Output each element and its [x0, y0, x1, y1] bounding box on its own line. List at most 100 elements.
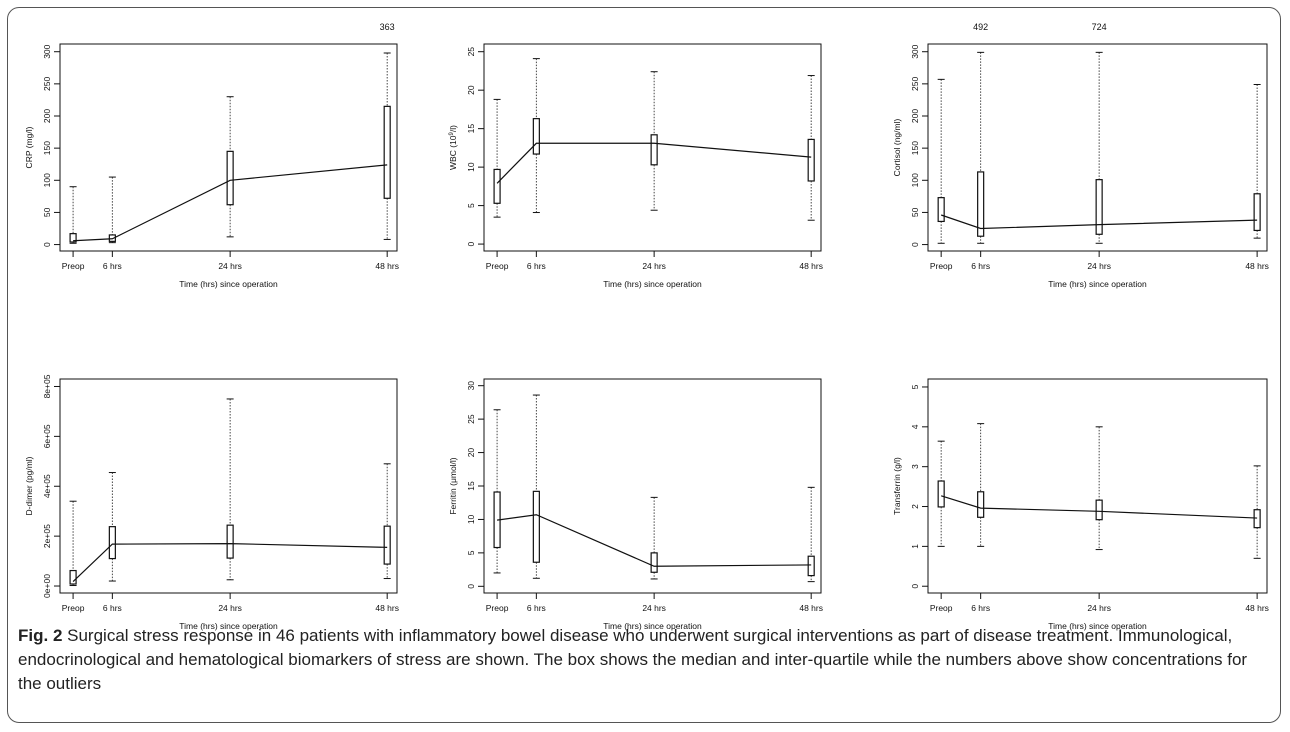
x-tick-label: Preop — [930, 603, 953, 613]
y-tick-label: 5 — [466, 203, 476, 208]
iqr-box — [977, 171, 985, 237]
y-tick-label: 30 — [466, 381, 476, 391]
iqr-box — [807, 138, 815, 182]
y-tick-label: 20 — [466, 85, 476, 95]
y-tick-label: 250 — [910, 76, 920, 90]
y-tick-label: 250 — [42, 76, 52, 90]
x-tick-label: 48 hrs — [1245, 261, 1269, 271]
iqr-box — [532, 118, 540, 155]
iqr-box — [226, 524, 234, 559]
y-tick-label: 4 — [910, 424, 920, 429]
iqr-box — [1095, 499, 1103, 521]
x-tick-label: 6 hrs — [103, 261, 122, 271]
y-axis-title: CRP (mg/l) — [24, 126, 34, 168]
y-tick-label: 0 — [466, 584, 476, 589]
x-tick-label: 24 hrs — [218, 261, 242, 271]
iqr-box — [650, 552, 658, 573]
y-tick-label: 4e+05 — [42, 474, 52, 498]
caption-label: Fig. 2 — [18, 626, 63, 645]
y-tick-label: 1 — [910, 544, 920, 549]
y-tick-label: 15 — [466, 481, 476, 491]
x-tick-label: Preop — [486, 261, 509, 271]
outlier-label: 492 — [973, 22, 988, 32]
x-tick-label: Preop — [486, 603, 509, 613]
iqr-box — [532, 490, 540, 563]
iqr-box — [937, 197, 945, 223]
y-tick-label: 200 — [910, 109, 920, 123]
panel-5: 0 5 10 15 20 25 30 Preop 6 hrs 24 hrs 48 hrs Time (… — [448, 378, 823, 631]
x-tick-label: 48 hrs — [799, 603, 823, 613]
y-tick-label: 3 — [910, 464, 920, 469]
y-tick-label: 0 — [910, 584, 920, 589]
y-tick-label: 300 — [910, 44, 920, 58]
x-axis-title: Time (hrs) since operation — [603, 279, 702, 289]
y-tick-label: 0e+00 — [42, 574, 52, 598]
x-axis-title: Time (hrs) since operation — [1048, 621, 1147, 631]
x-axis-title: Time (hrs) since operation — [179, 279, 278, 289]
figure-caption: Fig. 2 Surgical stress response in 46 pa… — [18, 624, 1273, 696]
x-tick-label: Preop — [930, 261, 953, 271]
x-tick-label: 24 hrs — [1087, 603, 1111, 613]
y-tick-label: 25 — [466, 414, 476, 424]
x-tick-label: 6 hrs — [971, 603, 990, 613]
x-axis-title: Time (hrs) since operation — [179, 621, 278, 631]
iqr-box — [937, 480, 945, 508]
y-tick-label: 2 — [910, 504, 920, 509]
x-tick-label: 6 hrs — [971, 261, 990, 271]
y-tick-label: 2e+05 — [42, 524, 52, 548]
median-line — [73, 164, 388, 242]
iqr-box — [226, 150, 234, 206]
median-line — [496, 142, 812, 184]
median-line — [72, 543, 388, 582]
x-tick-label: 24 hrs — [642, 261, 666, 271]
iqr-box — [650, 134, 658, 166]
y-axis-title: Ferritin (μmol/l) — [448, 457, 458, 514]
caption-text: Surgical stress response in 46 patients … — [18, 626, 1248, 693]
y-tick-label: 6e+05 — [42, 424, 52, 448]
iqr-box — [493, 168, 501, 204]
y-axis-title: D-dimer (pg/ml) — [24, 456, 34, 515]
plot-frame — [927, 378, 1268, 594]
y-tick-label: 100 — [910, 173, 920, 187]
panel-6: 0 1 2 3 4 5 Preop 6 hrs 24 hrs 48 hrs Time (hrs) s… — [892, 378, 1269, 631]
iqr-box — [807, 555, 815, 577]
figure-frame — [7, 7, 1281, 723]
y-axis-title: Cortisol (ng/ml) — [892, 119, 902, 177]
y-tick-label: 10 — [466, 514, 476, 524]
y-tick-label: 10 — [466, 162, 476, 172]
y-tick-label: 300 — [42, 44, 52, 58]
y-axis-title-superscript: 9 — [449, 131, 455, 135]
iqr-box — [1253, 509, 1261, 529]
median-line — [940, 495, 1258, 519]
y-tick-label: 8e+05 — [42, 374, 52, 398]
iqr-box — [977, 491, 985, 518]
y-tick-label: 0 — [42, 242, 52, 247]
y-tick-label: 100 — [42, 173, 52, 187]
y-tick-label: 0 — [910, 242, 920, 247]
panel-4: 0e+00 2e+05 4e+05 6e+05 8e+05 Preop 6 hrs 24 hr… — [24, 374, 399, 631]
median-line — [497, 514, 812, 567]
outlier-label: 363 — [380, 22, 395, 32]
y-tick-label: 15 — [466, 124, 476, 134]
y-tick-label: 50 — [42, 207, 52, 217]
iqr-box — [108, 526, 116, 560]
y-axis-title: Transferrin (g/l) — [892, 457, 902, 515]
y-axis-title: WBC (109/l) — [448, 125, 458, 170]
x-tick-label: 6 hrs — [527, 261, 546, 271]
x-tick-label: 48 hrs — [375, 603, 399, 613]
x-tick-label: Preop — [62, 603, 85, 613]
median-line — [940, 214, 1258, 230]
panel-3: 0 50 100 150 200 250 300 Preop 6 hrs 24 hrs 48 hrs… — [892, 22, 1269, 289]
x-tick-label: 48 hrs — [1245, 603, 1269, 613]
x-tick-label: 24 hrs — [218, 603, 242, 613]
panel-2: 0 5 10 15 20 25 Preop 6 hrs 24 hrs 48 hrs Time (hr… — [448, 43, 823, 289]
plot-frame — [59, 43, 398, 252]
y-tick-label: 50 — [910, 207, 920, 217]
panel-1: 0 50 100 150 200 250 300 Preop 6 hrs 24 hrs 48 hrs… — [24, 22, 399, 289]
iqr-box — [69, 233, 77, 243]
iqr-box — [1095, 179, 1103, 235]
x-tick-label: Preop — [62, 261, 85, 271]
y-tick-label: 150 — [910, 141, 920, 155]
y-tick-label: 150 — [42, 141, 52, 155]
